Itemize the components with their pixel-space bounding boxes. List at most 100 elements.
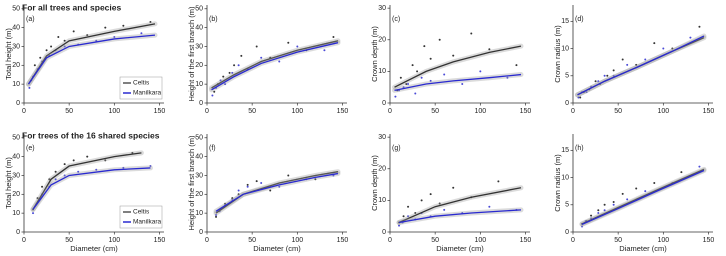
x-axis-label: Diameter (cm) [436,244,484,253]
x-tick-label: 100 [291,108,303,115]
point [416,70,419,73]
x-tick-label: 100 [108,108,120,115]
point [72,30,75,33]
point [57,36,60,39]
point [28,86,31,89]
panel-label: (f) [209,145,216,152]
point [680,171,683,174]
y-tick-label: 10 [195,210,203,217]
y-tick-label: 5 [565,73,569,80]
y-axis-label: Crown radius (m) [553,154,562,212]
panel-label: (e) [26,145,35,152]
point [603,209,606,212]
point [689,36,692,39]
x-tick-label: 150 [520,237,532,244]
point [405,83,408,86]
y-tick-label: 50 [12,6,20,13]
point [414,212,417,215]
point [237,64,240,67]
point [414,92,417,95]
x-tick-label: 100 [108,237,120,244]
fit-line [581,169,705,225]
fit-band [26,21,158,87]
fit-band [213,171,341,214]
point [63,45,66,48]
panel-label: (d) [575,16,584,23]
x-tick-label: 0 [205,237,209,244]
point [594,80,597,83]
point [429,57,432,60]
fit-line [398,187,522,224]
y-tick-label: 30 [12,43,20,50]
y-tick-label: 0 [382,229,386,236]
point [626,63,629,66]
point [626,198,629,201]
point [429,79,432,82]
panel-label: (b) [209,16,218,23]
point [585,91,588,94]
y-axis-label: Total height (m) [4,157,13,209]
fit-line [211,42,339,91]
x-tick-label: 150 [154,237,166,244]
point [612,69,615,72]
y-tick-label: 30 [378,5,386,12]
x-tick-label: 50 [248,108,256,115]
point [653,42,656,45]
x-tick-label: 100 [657,237,669,244]
point [237,193,240,196]
point [603,203,606,206]
point [644,190,647,193]
point [278,185,281,188]
x-tick-label: 100 [657,108,669,115]
point [497,180,500,183]
point [461,83,464,86]
y-tick-label: 30 [195,172,203,179]
y-tick-label: 0 [565,100,569,107]
point [612,201,615,204]
point [260,182,263,184]
legend-label: Manilkara [133,90,162,97]
x-tick-label: 150 [337,237,349,244]
fit-line [32,167,151,210]
point [443,208,446,211]
fit-line [27,34,156,85]
point [420,199,423,202]
y-tick-label: 15 [561,147,569,154]
y-tick-label: 5 [565,202,569,209]
point [621,192,624,195]
point [63,174,66,177]
y-tick-label: 30 [378,134,386,141]
legend-label: Celtis [133,209,150,216]
x-tick-label: 50 [65,108,73,115]
fit-line [394,45,522,88]
point [671,47,674,50]
point [237,189,240,192]
point [407,83,410,86]
point [233,64,236,67]
point [222,75,225,78]
x-tick-label: 100 [474,108,486,115]
fit-line [581,168,705,225]
x-tick-label: 0 [571,237,575,244]
point [581,225,584,228]
x-axis-label: Diameter (cm) [619,244,667,253]
y-tick-label: 40 [195,153,203,160]
y-axis-label: Crown depth (m) [370,155,379,211]
fit-line [211,40,339,89]
point [131,151,134,154]
x-tick-label: 0 [571,108,575,115]
point [423,45,426,48]
point [402,215,405,218]
y-tick-label: 15 [561,18,569,25]
y-axis-label: Height of the first branch (m) [187,6,196,102]
y-axis-label: Crown depth (m) [370,26,379,82]
point [590,214,593,217]
y-tick-label: 50 [195,135,203,142]
point [36,197,39,200]
y-tick-label: 40 [12,24,20,31]
point [39,56,42,59]
point [63,163,66,166]
point [420,76,423,79]
y-tick-label: 20 [12,62,20,69]
